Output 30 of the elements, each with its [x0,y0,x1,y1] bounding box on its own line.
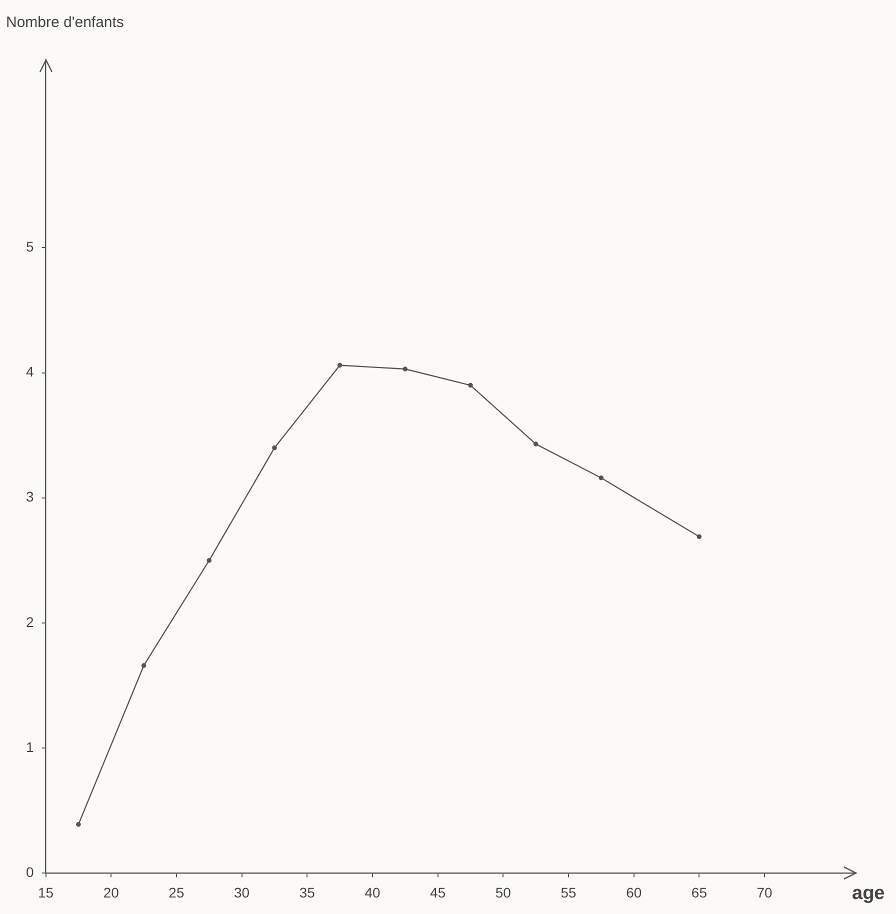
y-tick-label: 2 [26,614,34,630]
x-tick-label: 40 [364,884,380,900]
x-tick-label: 30 [234,884,250,900]
point [533,442,538,446]
point [206,558,212,563]
x-tick-label: 35 [299,884,316,900]
x-tick-label: 45 [430,884,446,900]
x-tick-label: 50 [495,884,512,900]
x-tick-label: 60 [626,884,642,900]
x-axis-title: age [852,883,885,906]
point [402,366,408,372]
point [272,445,277,450]
x-tick-label: 25 [168,884,184,900]
point [337,362,342,368]
y-tick-label: 4 [26,364,34,380]
x-tick-label: 65 [691,884,708,900]
y-tick-label: 5 [26,238,34,255]
x-tick-label: 15 [38,884,54,900]
point [468,382,473,388]
point [598,475,604,480]
point [696,534,702,540]
point [141,663,146,668]
x-tick-label: 70 [756,884,773,900]
y-axis-title: Nombre d'enfants [6,14,124,31]
y-tick-label: 0 [26,864,34,880]
x-tick-label: 20 [103,884,120,900]
x-tick-label: 55 [560,884,576,900]
y-tick-label: 3 [26,488,34,505]
point [76,822,81,827]
y-tick-label: 1 [26,738,34,755]
